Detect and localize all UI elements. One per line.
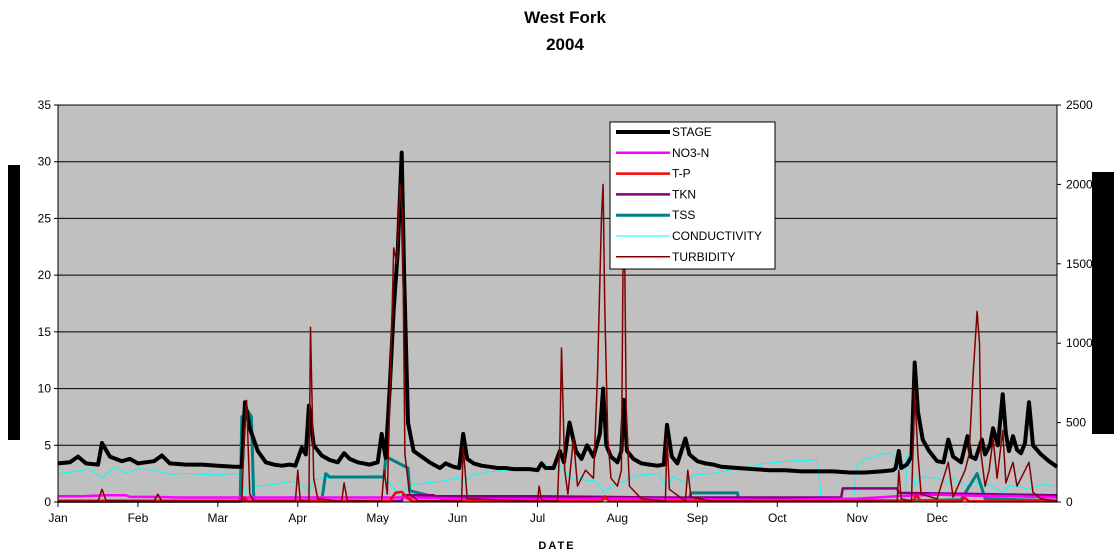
legend-label: CONDUCTIVITY <box>672 229 762 243</box>
y2-axis-title-box <box>1092 172 1114 434</box>
series-line-turbidity <box>58 167 1058 502</box>
x-tick-label: Sep <box>687 511 709 525</box>
series-line-conductivity <box>57 452 1058 503</box>
legend-label: TSS <box>672 208 695 222</box>
plot-area <box>57 104 1058 503</box>
y-tick-label: 20 <box>38 268 52 282</box>
legend-label: T-P <box>672 167 691 181</box>
y-tick-label: 30 <box>38 155 52 169</box>
legend-label: TKN <box>672 187 696 201</box>
legend-label: NO3-N <box>672 146 709 160</box>
y-tick-label: 35 <box>38 98 52 112</box>
chart-subtitle: 2004 <box>546 35 584 54</box>
series-line-t-p <box>58 490 1057 503</box>
x-tick-label: Oct <box>768 511 787 525</box>
axes-layer: 0 5 10 15 20 25 30 35 0 500 1000 1500 2000 2500 Jan Feb… <box>38 98 1093 525</box>
x-tick-label: Dec <box>926 511 947 525</box>
y-tick-label: 25 <box>38 211 52 225</box>
x-axis-title: DATE <box>538 540 575 552</box>
y2-tick-label: 1000 <box>1066 336 1093 350</box>
x-tick-label: Aug <box>607 511 628 525</box>
y-tick-label: 15 <box>38 325 52 339</box>
series-line-no3-n <box>58 493 1058 501</box>
x-tick-label: Apr <box>288 511 307 525</box>
legend: STAGE NO3-N T-P TKN TSS CONDUCTIVITY TURBIDITY <box>609 121 776 270</box>
y-tick-label: 0 <box>44 495 51 509</box>
x-tick-label: Jun <box>448 511 467 525</box>
y2-tick-label: 1500 <box>1066 257 1093 271</box>
y-axis-title-box <box>8 165 20 440</box>
y2-tick-label: 2000 <box>1066 177 1093 191</box>
y2-tick-label: 0 <box>1066 495 1073 509</box>
y2-tick-label: 500 <box>1066 416 1086 430</box>
chart-title: West Fork <box>524 8 606 27</box>
x-tick-label: Feb <box>128 511 149 525</box>
legend-label: STAGE <box>672 125 712 139</box>
y-tick-label: 5 <box>44 438 51 452</box>
legend-label: TURBIDITY <box>672 250 735 264</box>
y2-tick-label: 2500 <box>1066 98 1093 112</box>
series-layer <box>57 150 1059 503</box>
x-tick-label: Nov <box>847 511 868 525</box>
gridlines <box>58 104 1057 446</box>
series-line-stage <box>57 150 1059 475</box>
x-tick-label: Jul <box>530 511 545 525</box>
x-tick-label: May <box>366 511 389 525</box>
y-tick-label: 10 <box>38 382 52 396</box>
x-tick-label: Mar <box>208 511 229 525</box>
x-tick-label: Jan <box>48 511 67 525</box>
